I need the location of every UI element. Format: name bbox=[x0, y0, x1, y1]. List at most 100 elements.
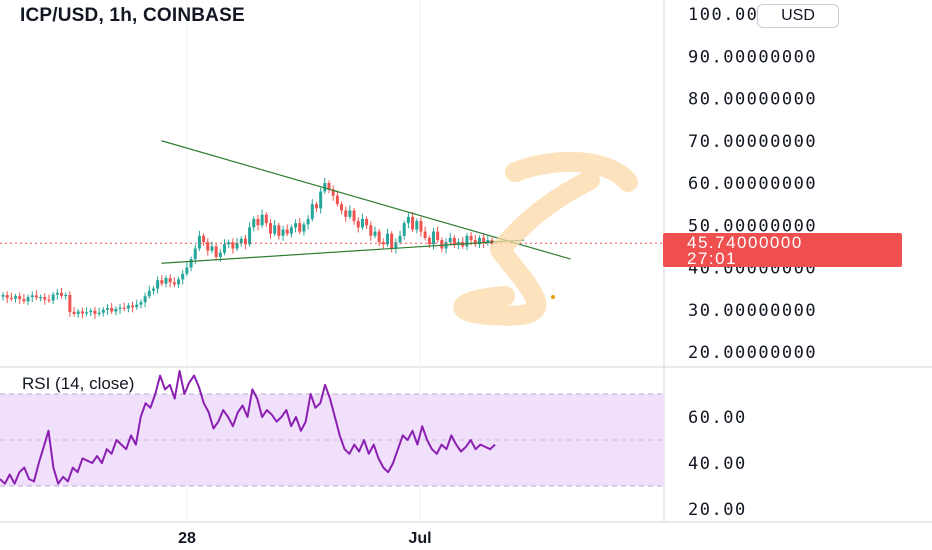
candle-body bbox=[118, 307, 122, 309]
candle-body bbox=[126, 305, 130, 309]
rsi-tick-label: 60.00 bbox=[688, 408, 747, 428]
candle-body bbox=[18, 296, 22, 300]
candle-body bbox=[22, 299, 26, 302]
drawing-layer bbox=[453, 151, 638, 326]
time-tick-label: 28 bbox=[178, 530, 196, 547]
candle-body bbox=[402, 223, 406, 236]
candle-body bbox=[68, 294, 72, 312]
candle-body bbox=[131, 305, 135, 308]
candle-body bbox=[369, 225, 373, 236]
candle-body bbox=[168, 278, 172, 283]
price-tick-label: 20.00000000 bbox=[688, 343, 817, 363]
rsi-indicator-label[interactable]: RSI (14, close) bbox=[22, 374, 135, 393]
candle-body bbox=[164, 278, 168, 284]
candle-body bbox=[264, 214, 268, 224]
candle-body bbox=[80, 311, 84, 314]
time-tick-label: Jul bbox=[408, 530, 431, 547]
candle-body bbox=[5, 294, 9, 298]
currency-button[interactable]: USD bbox=[757, 4, 839, 28]
candle-body bbox=[218, 252, 222, 257]
candle-body bbox=[30, 295, 34, 298]
candle-body bbox=[294, 223, 298, 228]
candle-body bbox=[43, 297, 47, 300]
candle-body bbox=[415, 221, 419, 230]
candle-body bbox=[268, 223, 272, 234]
candle-body bbox=[277, 225, 281, 236]
rsi-tick-label: 40.00 bbox=[688, 454, 747, 474]
candle-body bbox=[197, 235, 201, 249]
candle-body bbox=[386, 233, 390, 245]
candles-layer bbox=[1, 177, 494, 320]
candle-body bbox=[223, 244, 227, 253]
candle-body bbox=[465, 235, 469, 247]
candle-body bbox=[239, 238, 243, 243]
candle-body bbox=[390, 233, 394, 249]
candle-body bbox=[314, 204, 318, 209]
candle-body bbox=[72, 311, 76, 314]
candle-body bbox=[55, 292, 59, 295]
candle-body bbox=[335, 195, 339, 205]
candle-body bbox=[298, 223, 302, 232]
candle-body bbox=[281, 229, 285, 236]
candle-body bbox=[260, 214, 264, 226]
price-tick-label: 80.00000000 bbox=[688, 90, 817, 110]
symbol-title[interactable]: ICP/USD, 1h, COINBASE bbox=[20, 5, 245, 26]
candle-body bbox=[356, 221, 360, 228]
price-tick-label: 70.00000000 bbox=[688, 132, 817, 152]
candle-body bbox=[373, 231, 377, 236]
projection-dot bbox=[551, 295, 555, 299]
candle-body bbox=[143, 296, 147, 303]
candle-body bbox=[39, 297, 43, 299]
candle-body bbox=[47, 299, 51, 301]
candle-body bbox=[452, 237, 456, 245]
rsi-line-layer bbox=[0, 370, 496, 485]
candle-body bbox=[9, 297, 13, 300]
candle-body bbox=[331, 189, 335, 196]
last-price-badge: 45.74000000 27:01 bbox=[663, 233, 902, 268]
candle-body bbox=[340, 204, 344, 211]
candle-body bbox=[406, 216, 410, 224]
candle-body bbox=[365, 218, 369, 226]
candle-body bbox=[114, 308, 118, 312]
candle-body bbox=[473, 240, 477, 245]
candle-body bbox=[423, 231, 427, 238]
candle-body bbox=[160, 280, 164, 284]
candle-body bbox=[398, 235, 402, 243]
candle-body bbox=[248, 227, 252, 245]
axes-layer: 20.0000000030.0000000040.0000000050.0000… bbox=[178, 5, 827, 547]
price-tick-label: 30.00000000 bbox=[688, 301, 817, 321]
candle-body bbox=[135, 304, 139, 308]
candle-body bbox=[348, 210, 352, 217]
candle-body bbox=[185, 267, 189, 274]
candle-body bbox=[310, 204, 314, 219]
trendline-lower bbox=[161, 239, 525, 264]
candle-body bbox=[319, 191, 323, 209]
candle-body bbox=[110, 308, 114, 312]
candle-body bbox=[256, 218, 260, 226]
candle-body bbox=[477, 237, 481, 245]
candle-body bbox=[323, 183, 327, 192]
candle-body bbox=[327, 183, 331, 190]
bar-countdown: 27:01 bbox=[687, 249, 738, 268]
last-price-value: 45.74000000 bbox=[687, 233, 803, 252]
candle-body bbox=[210, 246, 214, 251]
candle-body bbox=[352, 210, 356, 222]
candle-body bbox=[394, 242, 398, 249]
candle-body bbox=[97, 312, 101, 314]
projection-arrow-drawing bbox=[453, 151, 638, 326]
candle-body bbox=[448, 237, 452, 243]
candle-body bbox=[344, 210, 348, 217]
candle-body bbox=[1, 294, 5, 297]
candle-body bbox=[486, 240, 490, 243]
candle-body bbox=[457, 242, 461, 245]
candle-body bbox=[181, 273, 185, 280]
candle-body bbox=[172, 282, 176, 285]
candle-body bbox=[235, 242, 239, 249]
candle-body bbox=[419, 221, 423, 232]
candle-body bbox=[206, 242, 210, 251]
candle-body bbox=[34, 295, 38, 298]
candle-body bbox=[381, 242, 385, 245]
candle-body bbox=[227, 242, 231, 245]
candle-body bbox=[122, 307, 126, 309]
